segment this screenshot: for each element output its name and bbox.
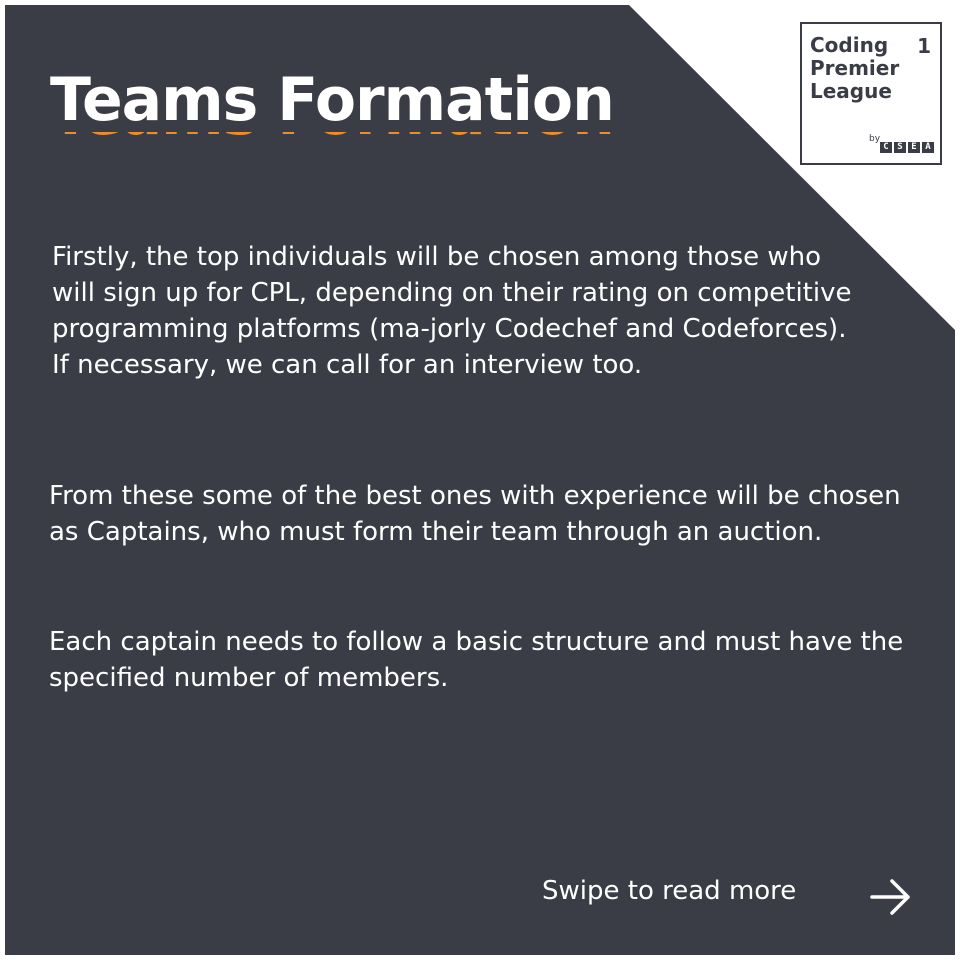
title-backdrop <box>50 70 670 132</box>
logo-line-coding: Coding <box>810 33 889 57</box>
title-text: Teams Formation <box>50 70 615 132</box>
csea-logo: C S E A <box>880 142 934 153</box>
title-mask: Teams Formation <box>50 70 670 132</box>
cpl-logo: Coding Premier League 1 by C S E A <box>800 22 942 165</box>
csea-letter: C <box>880 142 892 153</box>
logo-line-league: League <box>810 79 892 103</box>
csea-letter: A <box>922 142 934 153</box>
paragraph-captains: From these some of the best ones with ex… <box>49 481 901 547</box>
logo-title: Coding Premier League <box>810 34 899 103</box>
csea-letter: E <box>908 142 920 153</box>
logo-by: by <box>869 134 881 144</box>
page-title: Teams Formation Teams Formation <box>50 70 670 160</box>
paragraph-selection: Firstly, the top individuals will be cho… <box>52 242 852 380</box>
panel-shape <box>5 5 955 955</box>
logo-number: 1 <box>917 34 931 58</box>
csea-letter: S <box>894 142 906 153</box>
paragraph-structure: Each captain needs to follow a basic str… <box>49 627 904 693</box>
content-panel <box>5 5 955 955</box>
arrow-right-icon[interactable] <box>868 876 914 918</box>
swipe-hint: Swipe to read more <box>542 876 797 906</box>
logo-line-premier: Premier <box>810 56 900 80</box>
